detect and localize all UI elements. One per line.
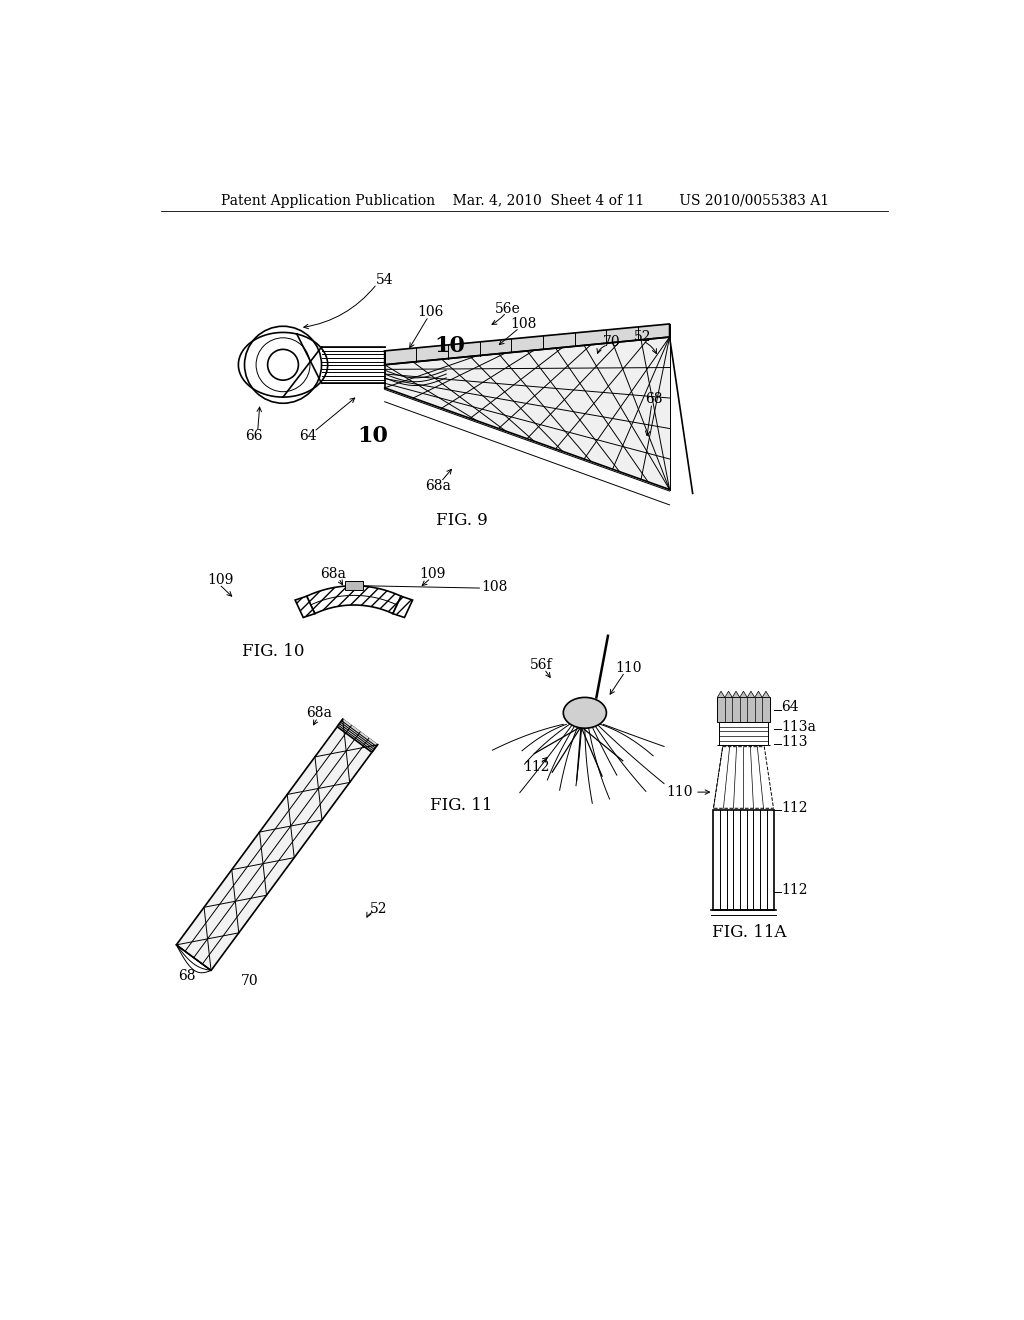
Bar [345, 581, 364, 590]
Polygon shape [385, 323, 670, 364]
Text: 54: 54 [376, 273, 393, 286]
Polygon shape [732, 692, 739, 697]
Text: 68a: 68a [306, 706, 332, 719]
Text: 109: 109 [208, 573, 233, 587]
Bar [719, 722, 768, 744]
Text: 110: 110 [667, 785, 692, 799]
Text: 64: 64 [299, 429, 316, 442]
Polygon shape [717, 692, 725, 697]
Polygon shape [306, 586, 401, 614]
Text: 113a: 113a [781, 719, 816, 734]
Polygon shape [762, 692, 770, 697]
Polygon shape [739, 692, 748, 697]
Text: 70: 70 [603, 335, 621, 348]
Polygon shape [748, 692, 755, 697]
Text: 10: 10 [434, 334, 466, 356]
Text: 110: 110 [615, 661, 642, 675]
Text: 56e: 56e [495, 301, 521, 315]
Text: 109: 109 [419, 568, 445, 581]
Text: FIG. 10: FIG. 10 [242, 643, 304, 660]
Text: 52: 52 [370, 902, 387, 916]
Polygon shape [337, 719, 378, 752]
Text: 10: 10 [357, 425, 388, 446]
Text: 113: 113 [781, 735, 808, 748]
Text: 108: 108 [510, 317, 537, 331]
Text: 52: 52 [634, 330, 651, 345]
Polygon shape [755, 692, 762, 697]
Text: 106: 106 [418, 305, 444, 319]
Ellipse shape [563, 697, 606, 729]
Text: FIG. 9: FIG. 9 [436, 512, 487, 529]
Text: FIG. 11A: FIG. 11A [712, 924, 786, 941]
Text: 68a: 68a [426, 479, 452, 492]
Bar [717, 697, 770, 722]
Text: 70: 70 [241, 974, 259, 987]
Polygon shape [393, 597, 413, 618]
Text: 112: 112 [523, 760, 550, 774]
Text: 112: 112 [781, 883, 808, 896]
Polygon shape [176, 719, 378, 970]
Text: 66: 66 [245, 429, 262, 442]
Text: 108: 108 [481, 579, 507, 594]
Text: 64: 64 [781, 701, 799, 714]
Polygon shape [725, 692, 732, 697]
Polygon shape [714, 747, 773, 808]
Text: 56f: 56f [529, 659, 552, 672]
Text: 112: 112 [781, 800, 808, 814]
Polygon shape [295, 597, 314, 618]
Text: Patent Application Publication    Mar. 4, 2010  Sheet 4 of 11        US 2010/005: Patent Application Publication Mar. 4, 2… [221, 194, 828, 207]
Text: FIG. 11: FIG. 11 [430, 797, 493, 813]
Text: 68: 68 [645, 392, 663, 405]
Text: 68: 68 [178, 969, 196, 983]
Bar [714, 810, 773, 909]
Polygon shape [385, 337, 670, 490]
Text: 68a: 68a [321, 568, 346, 581]
